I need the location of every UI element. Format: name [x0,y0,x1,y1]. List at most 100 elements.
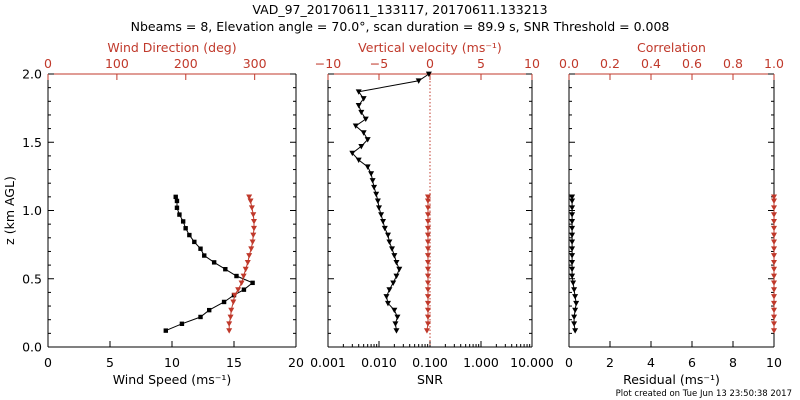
data-point [198,314,203,320]
data-point [358,109,365,116]
y-tick-label: 1.5 [22,135,42,150]
x-bottom-tick-label: 6 [688,355,696,370]
data-point [569,246,576,252]
data-point [424,246,431,252]
x-top-axis-label: Vertical velocity (ms⁻¹) [358,40,502,55]
data-point [424,300,431,307]
x-bottom-tick-label: 8 [729,355,737,370]
data-point [226,328,233,334]
data-point [360,130,367,136]
data-point [364,164,371,170]
data-point [424,294,431,300]
data-point [242,266,249,273]
data-point [771,239,777,245]
data-point [234,273,239,279]
data-point [374,198,381,204]
data-point [771,259,777,266]
data-point [226,321,233,327]
data-point [569,198,576,204]
x-top-axis-label: Correlation [637,40,706,55]
data-point [198,246,203,251]
data-point [393,328,400,334]
data-point [248,246,255,252]
data-point [355,89,362,95]
data-point [771,294,777,300]
series-1 [423,194,431,334]
data-point [390,280,397,286]
x-bottom-tick-label: 10 [766,355,782,370]
data-point [223,266,228,272]
data-point [771,253,777,259]
data-point [771,287,777,293]
x-top-tick-label: −10 [315,56,341,71]
data-point [349,150,356,157]
data-point [249,239,256,245]
data-point [424,232,431,239]
data-point [771,280,777,286]
x-top-tick-label: 100 [105,56,129,71]
data-point [424,212,431,218]
figure-title-line2: Nbeams = 8, Elevation angle = 70.0°, sca… [131,19,670,34]
data-point [352,123,359,129]
data-point [569,266,576,273]
data-point [163,328,168,333]
data-point [384,232,391,239]
x-bottom-tick-label: 2 [606,355,614,370]
data-point [174,198,180,204]
data-point [246,194,253,200]
data-point [573,300,580,307]
data-point [376,205,382,211]
series-0 [569,194,580,334]
data-point [250,232,257,239]
data-point [771,246,777,252]
data-point [415,78,422,84]
x-top-tick-label: 0.4 [641,56,661,71]
data-point [569,225,576,232]
data-point [227,314,234,320]
data-point [231,292,238,299]
data-point [425,71,432,77]
data-point [386,239,393,245]
x-top-tick-label: −5 [370,56,388,71]
data-point [247,198,254,204]
y-tick-label: 2.0 [22,67,42,82]
data-point [378,212,385,218]
data-point [424,259,431,266]
x-bottom-tick-label: 0 [565,355,573,370]
data-point [424,198,431,204]
data-point [424,266,431,273]
data-point [569,232,576,239]
data-point [238,280,245,286]
data-point [424,219,431,225]
data-point [392,321,399,327]
data-point [180,219,186,224]
data-point [368,171,375,177]
x-top-tick-label: 10 [524,56,540,71]
x-bottom-tick-label: 0 [44,355,52,370]
data-point [771,314,777,320]
data-point [391,307,398,314]
data-point [570,280,577,286]
data-point [250,225,257,232]
data-point [202,253,207,258]
data-point [384,300,391,307]
data-point [424,273,431,280]
data-point [381,225,388,232]
x-bottom-axis-label: SNR [417,372,443,387]
data-point [771,232,777,239]
x-top-tick-label: 0.8 [723,56,743,71]
plot-created-footer: Plot created on Tue Jun 13 23:50:38 2017 [616,389,792,399]
data-point [424,314,431,320]
data-point [771,194,777,200]
x-top-axis-label: Wind Direction (deg) [107,40,236,55]
panel-residual: 0 2 4 6 8 10 Residual (ms⁻¹) 0.0 0.2 0.4 0.6 0.8 1.0… [559,40,784,387]
data-point [177,212,182,217]
data-point [211,260,217,265]
data-point [221,299,227,305]
data-point [355,157,362,163]
x-bottom-tick-label: 0.001 [310,355,346,370]
data-point [248,205,255,211]
data-point [360,96,367,102]
data-point [241,287,247,292]
